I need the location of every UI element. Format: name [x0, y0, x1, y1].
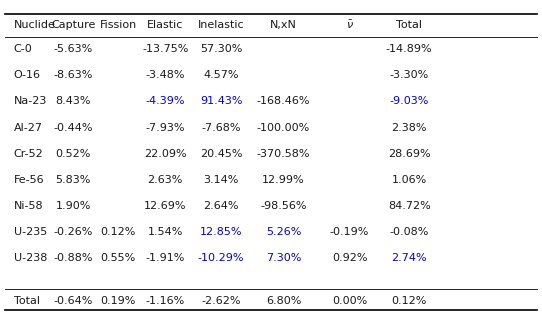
Text: -5.63%: -5.63%	[54, 44, 93, 54]
Text: 8.43%: 8.43%	[55, 96, 91, 107]
Text: N,xN: N,xN	[270, 20, 297, 30]
Text: -8.63%: -8.63%	[54, 70, 93, 80]
Text: Fe-56: Fe-56	[14, 175, 44, 185]
Text: 84.72%: 84.72%	[388, 201, 430, 211]
Text: Total: Total	[396, 20, 422, 30]
Text: U-238: U-238	[14, 253, 47, 263]
Text: 12.85%: 12.85%	[200, 227, 242, 237]
Text: -10.29%: -10.29%	[198, 253, 244, 263]
Text: Cr-52: Cr-52	[14, 149, 43, 159]
Text: -3.30%: -3.30%	[390, 70, 429, 80]
Text: 0.00%: 0.00%	[332, 295, 367, 306]
Text: 0.12%: 0.12%	[100, 227, 136, 237]
Text: -0.08%: -0.08%	[390, 227, 429, 237]
Text: 0.52%: 0.52%	[55, 149, 91, 159]
Text: -0.26%: -0.26%	[54, 227, 93, 237]
Text: Nuclide: Nuclide	[14, 20, 55, 30]
Text: Inelastic: Inelastic	[198, 20, 244, 30]
Text: O-16: O-16	[14, 70, 41, 80]
Text: -0.88%: -0.88%	[54, 253, 93, 263]
Text: -7.68%: -7.68%	[202, 122, 241, 133]
Text: C-0: C-0	[14, 44, 33, 54]
Text: -0.64%: -0.64%	[54, 295, 93, 306]
Text: Capture: Capture	[51, 20, 95, 30]
Text: Elastic: Elastic	[147, 20, 184, 30]
Text: -14.89%: -14.89%	[386, 44, 433, 54]
Text: 2.38%: 2.38%	[391, 122, 427, 133]
Text: $\bar{\nu}$: $\bar{\nu}$	[346, 19, 353, 31]
Text: 3.14%: 3.14%	[203, 175, 239, 185]
Text: -100.00%: -100.00%	[257, 122, 310, 133]
Text: -98.56%: -98.56%	[260, 201, 307, 211]
Text: -1.16%: -1.16%	[146, 295, 185, 306]
Text: 7.30%: 7.30%	[266, 253, 301, 263]
Text: -0.19%: -0.19%	[330, 227, 369, 237]
Text: Ni-58: Ni-58	[14, 201, 43, 211]
Text: Fission: Fission	[100, 20, 137, 30]
Text: Al-27: Al-27	[14, 122, 43, 133]
Text: 5.83%: 5.83%	[55, 175, 91, 185]
Text: Na-23: Na-23	[14, 96, 47, 107]
Text: 2.63%: 2.63%	[147, 175, 183, 185]
Text: 22.09%: 22.09%	[144, 149, 186, 159]
Text: -3.48%: -3.48%	[146, 70, 185, 80]
Text: -7.93%: -7.93%	[146, 122, 185, 133]
Text: -0.44%: -0.44%	[54, 122, 93, 133]
Text: 0.55%: 0.55%	[100, 253, 136, 263]
Text: 1.90%: 1.90%	[55, 201, 91, 211]
Text: 20.45%: 20.45%	[200, 149, 242, 159]
Text: 0.92%: 0.92%	[332, 253, 367, 263]
Text: 1.54%: 1.54%	[147, 227, 183, 237]
Text: 2.74%: 2.74%	[391, 253, 427, 263]
Text: 57.30%: 57.30%	[200, 44, 242, 54]
Text: 5.26%: 5.26%	[266, 227, 301, 237]
Text: -9.03%: -9.03%	[390, 96, 429, 107]
Text: 1.06%: 1.06%	[391, 175, 427, 185]
Text: U-235: U-235	[14, 227, 47, 237]
Text: 0.19%: 0.19%	[100, 295, 136, 306]
Text: -1.91%: -1.91%	[146, 253, 185, 263]
Text: 0.12%: 0.12%	[391, 295, 427, 306]
Text: Total: Total	[14, 295, 40, 306]
Text: -4.39%: -4.39%	[146, 96, 185, 107]
Text: -168.46%: -168.46%	[257, 96, 310, 107]
Text: 6.80%: 6.80%	[266, 295, 301, 306]
Text: 2.64%: 2.64%	[203, 201, 239, 211]
Text: -13.75%: -13.75%	[142, 44, 189, 54]
Text: 12.99%: 12.99%	[262, 175, 305, 185]
Text: 91.43%: 91.43%	[200, 96, 242, 107]
Text: 4.57%: 4.57%	[203, 70, 239, 80]
Text: -370.58%: -370.58%	[257, 149, 310, 159]
Text: 28.69%: 28.69%	[388, 149, 430, 159]
Text: 12.69%: 12.69%	[144, 201, 186, 211]
Text: -2.62%: -2.62%	[202, 295, 241, 306]
